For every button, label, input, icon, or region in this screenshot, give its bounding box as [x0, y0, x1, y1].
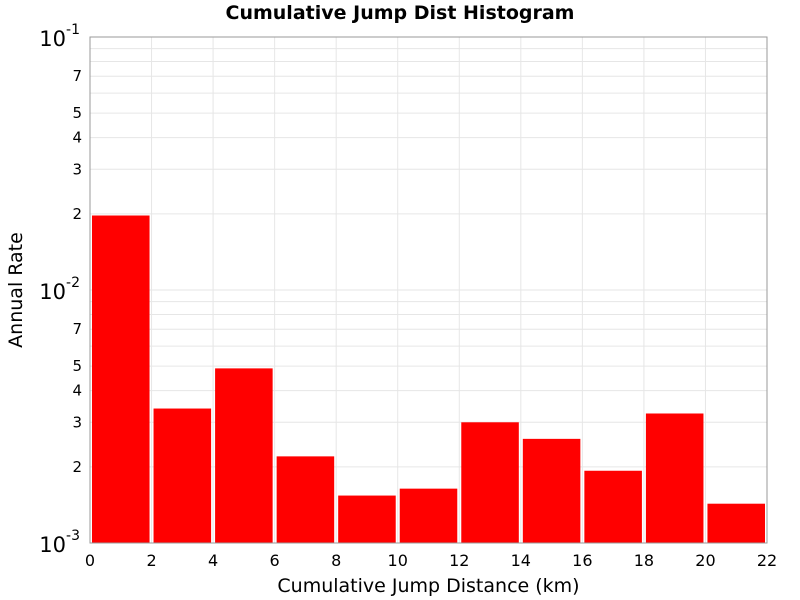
x-tick-label: 20 [695, 551, 715, 570]
x-tick-label: 18 [634, 551, 654, 570]
y-minor-tick-label: 2 [72, 205, 82, 223]
y-minor-tick-label: 7 [72, 67, 82, 85]
y-axis-label: Annual Rate [5, 232, 27, 348]
x-tick-label: 12 [449, 551, 469, 570]
histogram-bar [522, 438, 581, 543]
x-tick-label: 8 [331, 551, 341, 570]
histogram-bar [153, 408, 212, 543]
y-minor-tick-label: 2 [72, 458, 82, 476]
y-minor-tick-label: 5 [72, 104, 82, 122]
x-tick-label: 6 [270, 551, 280, 570]
x-tick-label: 16 [572, 551, 592, 570]
y-major-tick-label: 10-1 [39, 22, 80, 51]
histogram-bar [338, 495, 396, 543]
chart-title: Cumulative Jump Dist Histogram [225, 2, 575, 24]
x-tick-labels: 0 2 4 6 8 10 12 14 16 18 20 22 [85, 551, 777, 570]
x-tick-label: 14 [511, 551, 531, 570]
y-major-tick-label: 10-2 [39, 275, 80, 304]
plot-frame [89, 36, 768, 544]
y-minor-tick-label: 5 [72, 357, 82, 375]
histogram-bar [584, 470, 642, 543]
grid-layer [89, 37, 768, 544]
x-tick-label: 10 [388, 551, 408, 570]
x-tick-label: 22 [757, 551, 777, 570]
histogram-bar [399, 488, 458, 543]
x-axis-label: Cumulative Jump Distance (km) [277, 575, 579, 597]
x-tick-label: 4 [208, 551, 218, 570]
histogram-bar [276, 456, 335, 543]
y-major-tick-label: 10-3 [39, 528, 80, 557]
y-minor-tick-label: 4 [72, 382, 82, 400]
y-minor-tick-label: 3 [72, 160, 82, 178]
histogram-bar [645, 413, 704, 543]
histogram-bar [215, 368, 273, 543]
y-minor-tick-label: 3 [72, 413, 82, 431]
histogram-bar [461, 422, 519, 543]
histogram-bar [92, 215, 150, 543]
y-minor-tick-label: 7 [72, 320, 82, 338]
x-tick-label: 0 [85, 551, 95, 570]
histogram-bar [707, 503, 765, 543]
y-tick-labels: 10-1 10-2 10-3 7 5 4 3 2 7 5 4 3 2 [39, 22, 82, 557]
bars-layer [92, 215, 765, 543]
x-tick-label: 2 [146, 551, 156, 570]
y-minor-tick-label: 4 [72, 129, 82, 147]
